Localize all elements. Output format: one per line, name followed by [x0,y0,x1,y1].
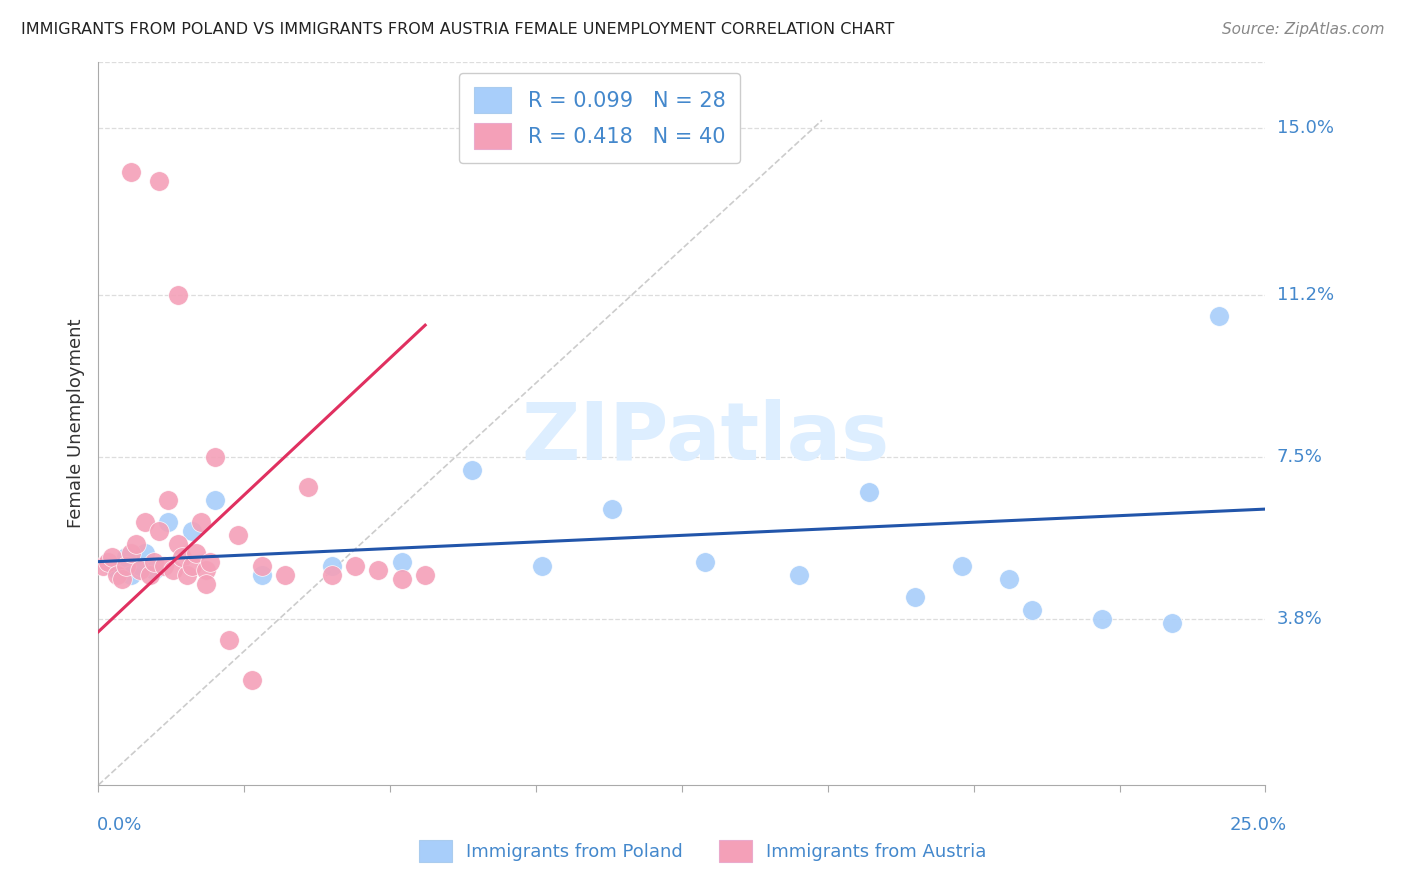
Point [134,515,156,529]
Y-axis label: Female Unemployment: Female Unemployment [66,319,84,528]
Point [194,563,217,577]
Point [176,567,198,582]
Legend: Immigrants from Poland, Immigrants from Austria: Immigrants from Poland, Immigrants from … [412,833,994,870]
Point [461,463,484,477]
Point [91,559,114,574]
Point [997,572,1019,586]
Point [129,559,152,574]
Point [218,633,240,648]
Point [120,165,142,179]
Text: 25.0%: 25.0% [1230,816,1286,834]
Point [695,555,717,569]
Point [120,546,142,560]
Point [101,559,124,574]
Point [321,559,343,574]
Point [1021,603,1043,617]
Point [143,555,166,569]
Point [139,567,162,582]
Point [250,559,273,574]
Point [186,546,208,560]
Point [274,567,297,582]
Point [413,567,436,582]
Point [391,555,413,569]
Point [105,567,128,582]
Legend: R = 0.099   N = 28, R = 0.418   N = 40: R = 0.099 N = 28, R = 0.418 N = 40 [458,73,740,163]
Point [97,555,120,569]
Text: 11.2%: 11.2% [1277,285,1334,303]
Point [148,524,170,538]
Point [143,563,166,577]
Text: 3.8%: 3.8% [1277,609,1322,628]
Point [105,563,128,577]
Point [391,572,413,586]
Point [344,559,367,574]
Point [125,537,148,551]
Point [600,502,623,516]
Point [111,559,134,574]
Point [120,567,142,582]
Point [162,563,184,577]
Point [321,567,343,582]
Point [152,559,174,574]
Point [530,559,553,574]
Point [134,546,156,560]
Point [172,550,194,565]
Point [204,493,226,508]
Point [166,287,188,301]
Point [204,450,226,464]
Text: 7.5%: 7.5% [1277,448,1323,466]
Point [858,484,880,499]
Point [180,524,202,538]
Point [129,563,152,577]
Point [148,174,170,188]
Point [115,550,138,565]
Point [228,528,250,542]
Text: 15.0%: 15.0% [1277,120,1333,137]
Text: 0.0%: 0.0% [97,816,142,834]
Text: IMMIGRANTS FROM POLAND VS IMMIGRANTS FROM AUSTRIA FEMALE UNEMPLOYMENT CORRELATIO: IMMIGRANTS FROM POLAND VS IMMIGRANTS FRO… [21,22,894,37]
Point [297,480,319,494]
Point [1161,615,1184,630]
Point [111,572,134,586]
Text: ZIPatlas: ZIPatlas [522,399,890,477]
Point [157,515,180,529]
Point [194,576,217,591]
Point [115,559,138,574]
Point [367,563,389,577]
Point [950,559,973,574]
Point [166,537,188,551]
Point [1208,310,1230,324]
Point [180,559,202,574]
Text: Source: ZipAtlas.com: Source: ZipAtlas.com [1222,22,1385,37]
Point [101,550,124,565]
Point [904,590,927,604]
Point [190,515,212,529]
Point [1091,611,1114,625]
Point [200,555,222,569]
Point [250,567,273,582]
Point [242,673,264,687]
Point [157,493,180,508]
Point [97,555,120,569]
Point [787,567,810,582]
